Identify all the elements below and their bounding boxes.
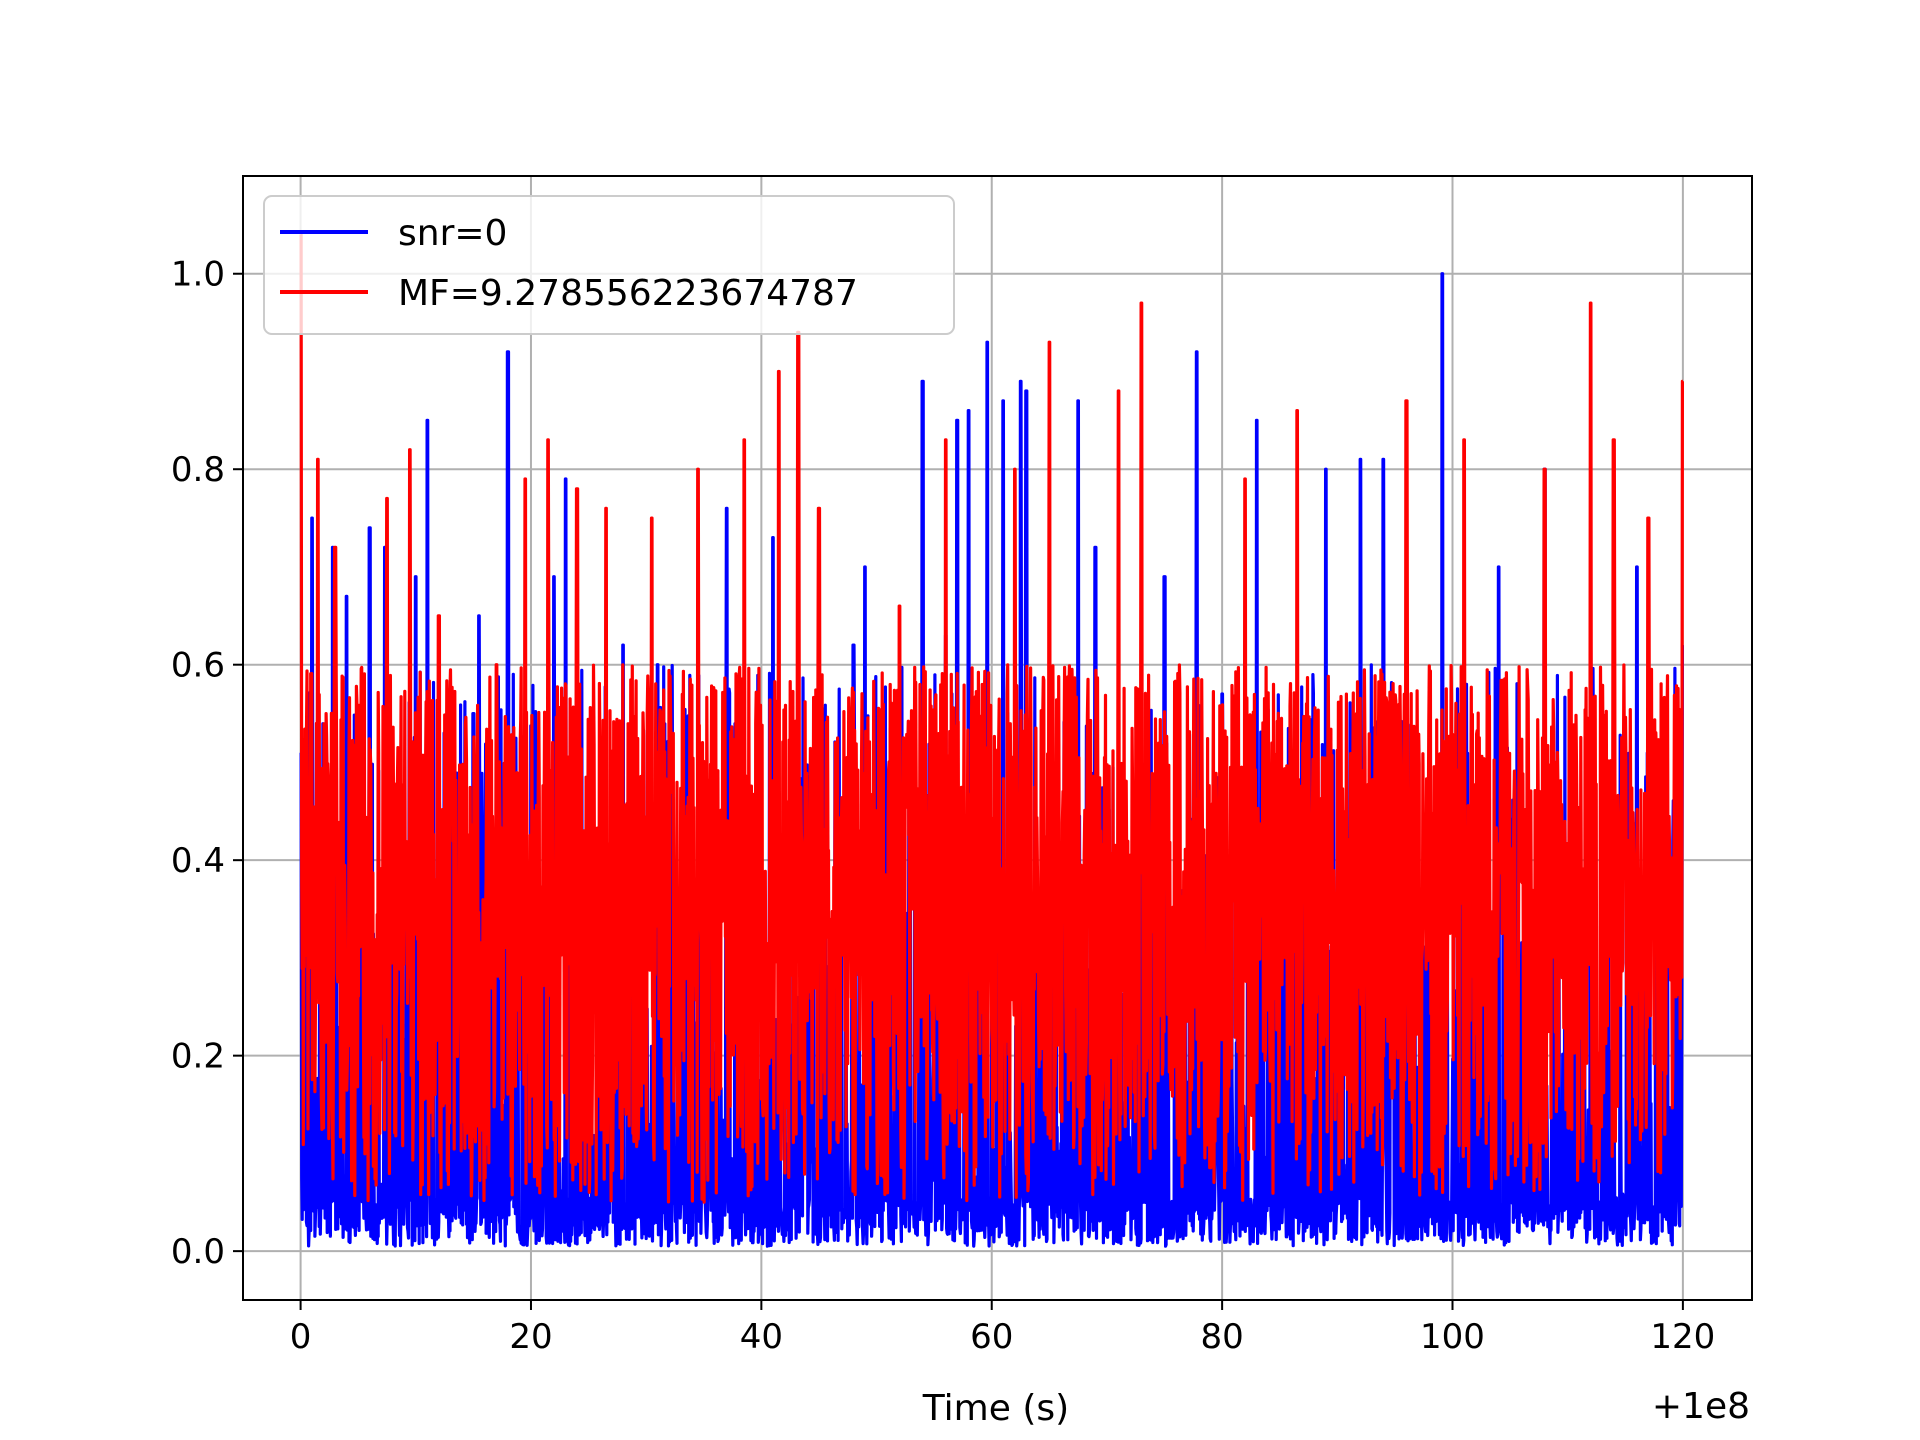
x-tick-label: 20 bbox=[509, 1317, 552, 1357]
y-tick-label: 0.2 bbox=[171, 1037, 225, 1077]
series-line-snr bbox=[299, 272, 1684, 1248]
y-tick-label: 0.0 bbox=[171, 1232, 225, 1272]
x-axis-offset-label: +1e8 bbox=[1652, 1386, 1750, 1427]
legend: snr=0 MF=9.278556223674787 bbox=[263, 195, 955, 335]
series-line-mf bbox=[299, 233, 1684, 1204]
x-tick-label: 60 bbox=[970, 1317, 1013, 1357]
y-tick-label: 0.6 bbox=[171, 646, 225, 686]
x-tick-label: 40 bbox=[740, 1317, 783, 1357]
legend-label: snr=0 bbox=[398, 213, 507, 254]
y-tick-label: 0.8 bbox=[171, 450, 225, 490]
x-axis-label: Time (s) bbox=[922, 1388, 1069, 1429]
x-tick-label: 120 bbox=[1650, 1317, 1715, 1357]
x-axis: 0 20 40 60 80 100 120 bbox=[290, 1300, 1715, 1357]
x-tick-label: 0 bbox=[290, 1317, 312, 1357]
y-axis: 0.0 0.2 0.4 0.6 0.8 1.0 bbox=[171, 255, 243, 1272]
y-tick-label: 0.4 bbox=[171, 841, 225, 881]
y-tick-label: 1.0 bbox=[171, 255, 225, 295]
legend-label: MF=9.278556223674787 bbox=[398, 273, 858, 314]
plot-area bbox=[299, 233, 1684, 1248]
x-tick-label: 80 bbox=[1200, 1317, 1243, 1357]
legend-box bbox=[263, 195, 955, 335]
axes-frame bbox=[242, 175, 1753, 1301]
x-tick-label: 100 bbox=[1420, 1317, 1485, 1357]
